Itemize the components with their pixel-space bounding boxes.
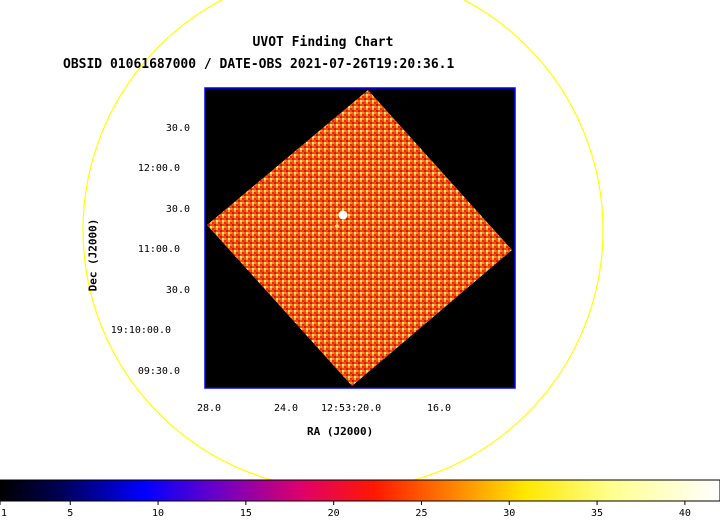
colorbar-tick-label: 5 xyxy=(67,508,74,519)
ra-tick: 16.0 xyxy=(427,403,452,414)
colorbar-tick-label: 10 xyxy=(152,508,165,519)
dec-tick: 30.0 xyxy=(165,123,190,134)
secondary-source xyxy=(335,224,339,228)
colorbar-tick-label: 30 xyxy=(503,508,516,519)
dec-tick: 30.0 xyxy=(165,285,190,296)
colorbar-tick-label: 25 xyxy=(415,508,428,519)
ra-tick: 12:53:20.0 xyxy=(321,403,382,414)
dec-tick: 12:00.0 xyxy=(137,163,180,174)
exposure-footprint xyxy=(207,90,512,386)
dec-tick: 11:00.0 xyxy=(137,244,180,255)
dec-tick: 09:30.0 xyxy=(137,366,180,377)
chart-title: UVOT Finding Chart xyxy=(252,35,394,50)
colorbar-tick-label: 35 xyxy=(591,508,604,519)
ra-axis-label: RA (J2000) xyxy=(307,425,374,438)
dec-tick: 19:10:00.0 xyxy=(110,325,171,336)
colorbar-tick-label: 1 xyxy=(0,508,8,519)
colorbar xyxy=(0,479,720,502)
ra-tick: 28.0 xyxy=(197,403,222,414)
chart-subtitle: OBSID 01061687000 / DATE-OBS 2021-07-26T… xyxy=(63,57,455,72)
colorbar-tick-label: 40 xyxy=(678,508,691,519)
colorbar-tick-label: 20 xyxy=(327,508,340,519)
dec-axis-label: Dec (J2000) xyxy=(86,218,100,292)
dec-tick: 30.0 xyxy=(165,204,190,215)
ra-tick: 24.0 xyxy=(274,403,299,414)
target-source xyxy=(338,210,348,220)
colorbar-tick-label: 15 xyxy=(239,508,252,519)
